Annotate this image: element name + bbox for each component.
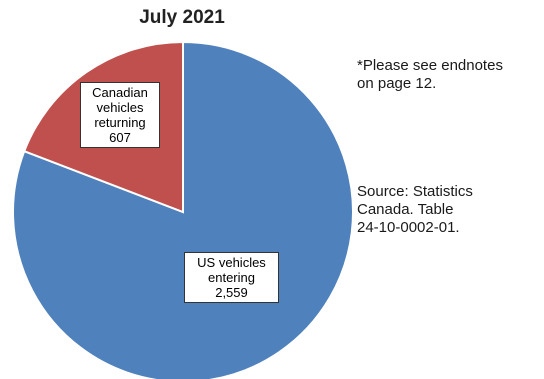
slice-label-line: returning [94,115,146,130]
chart-title: July 2021 [139,7,225,28]
slice-label-line: Canadian [92,85,148,100]
slice-label-line: entering [208,270,255,285]
endnote-line: on page 12. [357,75,437,92]
slice-label-canadian-vehicles: Canadian vehicles returning 607 [80,82,160,148]
slice-label-line: vehicles [96,100,144,115]
endnote-text: *Please see endnotes on page 12. [357,57,503,93]
source-line: Canada. Table [357,201,454,218]
slice-label-value: 607 [109,130,131,145]
slice-label-us-vehicles: US vehicles entering 2,559 [184,252,279,303]
source-line: Source: Statistics [357,183,473,200]
source-text: Source: Statistics Canada. Table 24-10-0… [357,183,473,237]
slice-label-line: US vehicles [197,255,266,270]
slice-label-value: 2,559 [215,285,248,300]
endnote-line: *Please see endnotes [357,57,503,74]
source-line: 24-10-0002-01. [357,219,460,236]
